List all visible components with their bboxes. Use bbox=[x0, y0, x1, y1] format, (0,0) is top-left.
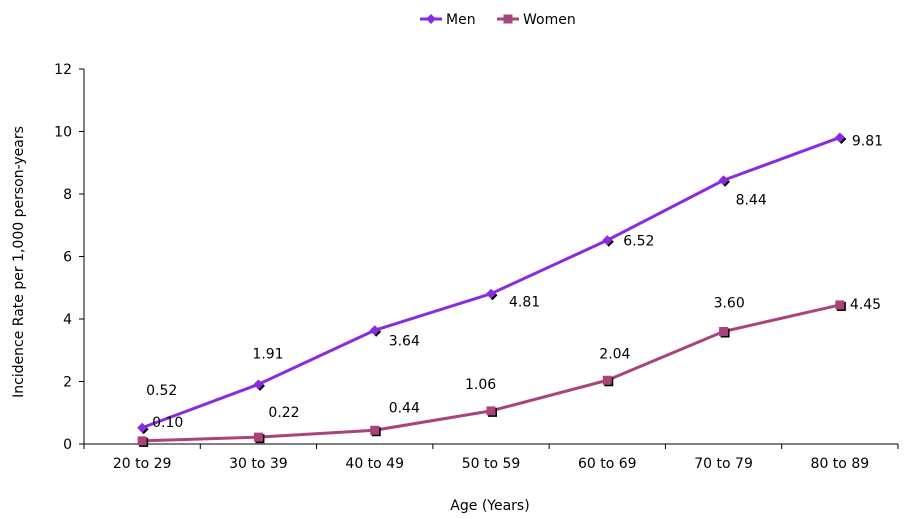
legend-marker bbox=[503, 14, 513, 24]
y-tick-label: 8 bbox=[63, 187, 72, 203]
data-label-women: 1.06 bbox=[465, 377, 496, 393]
y-tick-label: 2 bbox=[63, 375, 72, 391]
y-tick-label: 4 bbox=[63, 312, 72, 328]
legend-item-women: Women bbox=[497, 12, 576, 28]
legend-label: Women bbox=[523, 12, 576, 28]
data-point-women bbox=[137, 436, 147, 446]
y-tick-label: 12 bbox=[54, 62, 72, 78]
data-point-men bbox=[486, 288, 496, 299]
data-label-women: 0.10 bbox=[152, 415, 183, 431]
data-point-men bbox=[137, 422, 148, 433]
data-label-women: 0.44 bbox=[389, 400, 420, 416]
data-label-women: 2.04 bbox=[599, 346, 630, 362]
data-point-men bbox=[253, 379, 264, 390]
data-point-women bbox=[719, 327, 729, 336]
axes: 0 2 4 6 8 10 12 20 to 29 30 to 39 40 to 49 50 to 5… bbox=[54, 62, 899, 472]
series-women: 0.10 0.22 0.44 1.06 2.04 3.60 4.45 bbox=[137, 296, 881, 447]
data-point-men bbox=[834, 132, 845, 143]
series-men: 0.52 1.91 3.64 4.81 6.52 8.44 9.81 bbox=[137, 132, 883, 435]
data-point-women bbox=[486, 406, 496, 416]
x-tick-label: 20 to 29 bbox=[113, 456, 172, 472]
data-label-women: 3.60 bbox=[714, 296, 745, 312]
data-point-men bbox=[718, 175, 729, 186]
data-label-men: 1.91 bbox=[252, 346, 283, 362]
data-label-men: 3.64 bbox=[389, 333, 420, 349]
y-tick-label: 0 bbox=[63, 437, 72, 453]
series-line-women bbox=[142, 303, 841, 443]
x-axis-title: Age (Years) bbox=[450, 498, 529, 514]
data-label-men: 9.81 bbox=[852, 133, 883, 149]
data-point-women bbox=[835, 300, 845, 310]
legend-item-men: Men bbox=[420, 12, 476, 28]
data-point-women bbox=[602, 375, 612, 385]
legend-marker bbox=[426, 14, 436, 24]
data-label-men: 6.52 bbox=[623, 233, 654, 249]
data-point-women bbox=[370, 425, 380, 435]
legend-label: Men bbox=[446, 12, 476, 28]
data-label-women: 4.45 bbox=[850, 297, 881, 313]
y-tick-label: 6 bbox=[63, 250, 72, 266]
x-tick-label: 30 to 39 bbox=[229, 456, 288, 472]
x-tick-label: 60 to 69 bbox=[578, 456, 637, 472]
y-tick-label: 10 bbox=[54, 125, 72, 141]
plot-area: 0.52 1.91 3.64 4.81 6.52 8.44 9.81 0.10 0.22 0.44… bbox=[137, 132, 883, 447]
data-label-women: 0.22 bbox=[268, 405, 299, 421]
data-label-men: 0.52 bbox=[146, 383, 177, 399]
x-tick-label: 40 to 49 bbox=[345, 456, 404, 472]
x-tick-label: 80 to 89 bbox=[811, 456, 870, 472]
x-tick-label: 70 to 79 bbox=[694, 456, 753, 472]
legend: Men Women bbox=[420, 12, 576, 28]
data-label-men: 8.44 bbox=[736, 192, 767, 208]
data-label-men: 4.81 bbox=[509, 295, 540, 311]
x-tick-label: 50 to 59 bbox=[462, 456, 521, 472]
data-point-women bbox=[253, 432, 263, 442]
data-point-men bbox=[602, 235, 613, 246]
y-axis-title: Incidence Rate per 1,000 person-years bbox=[11, 126, 27, 398]
data-point-men bbox=[369, 325, 380, 336]
